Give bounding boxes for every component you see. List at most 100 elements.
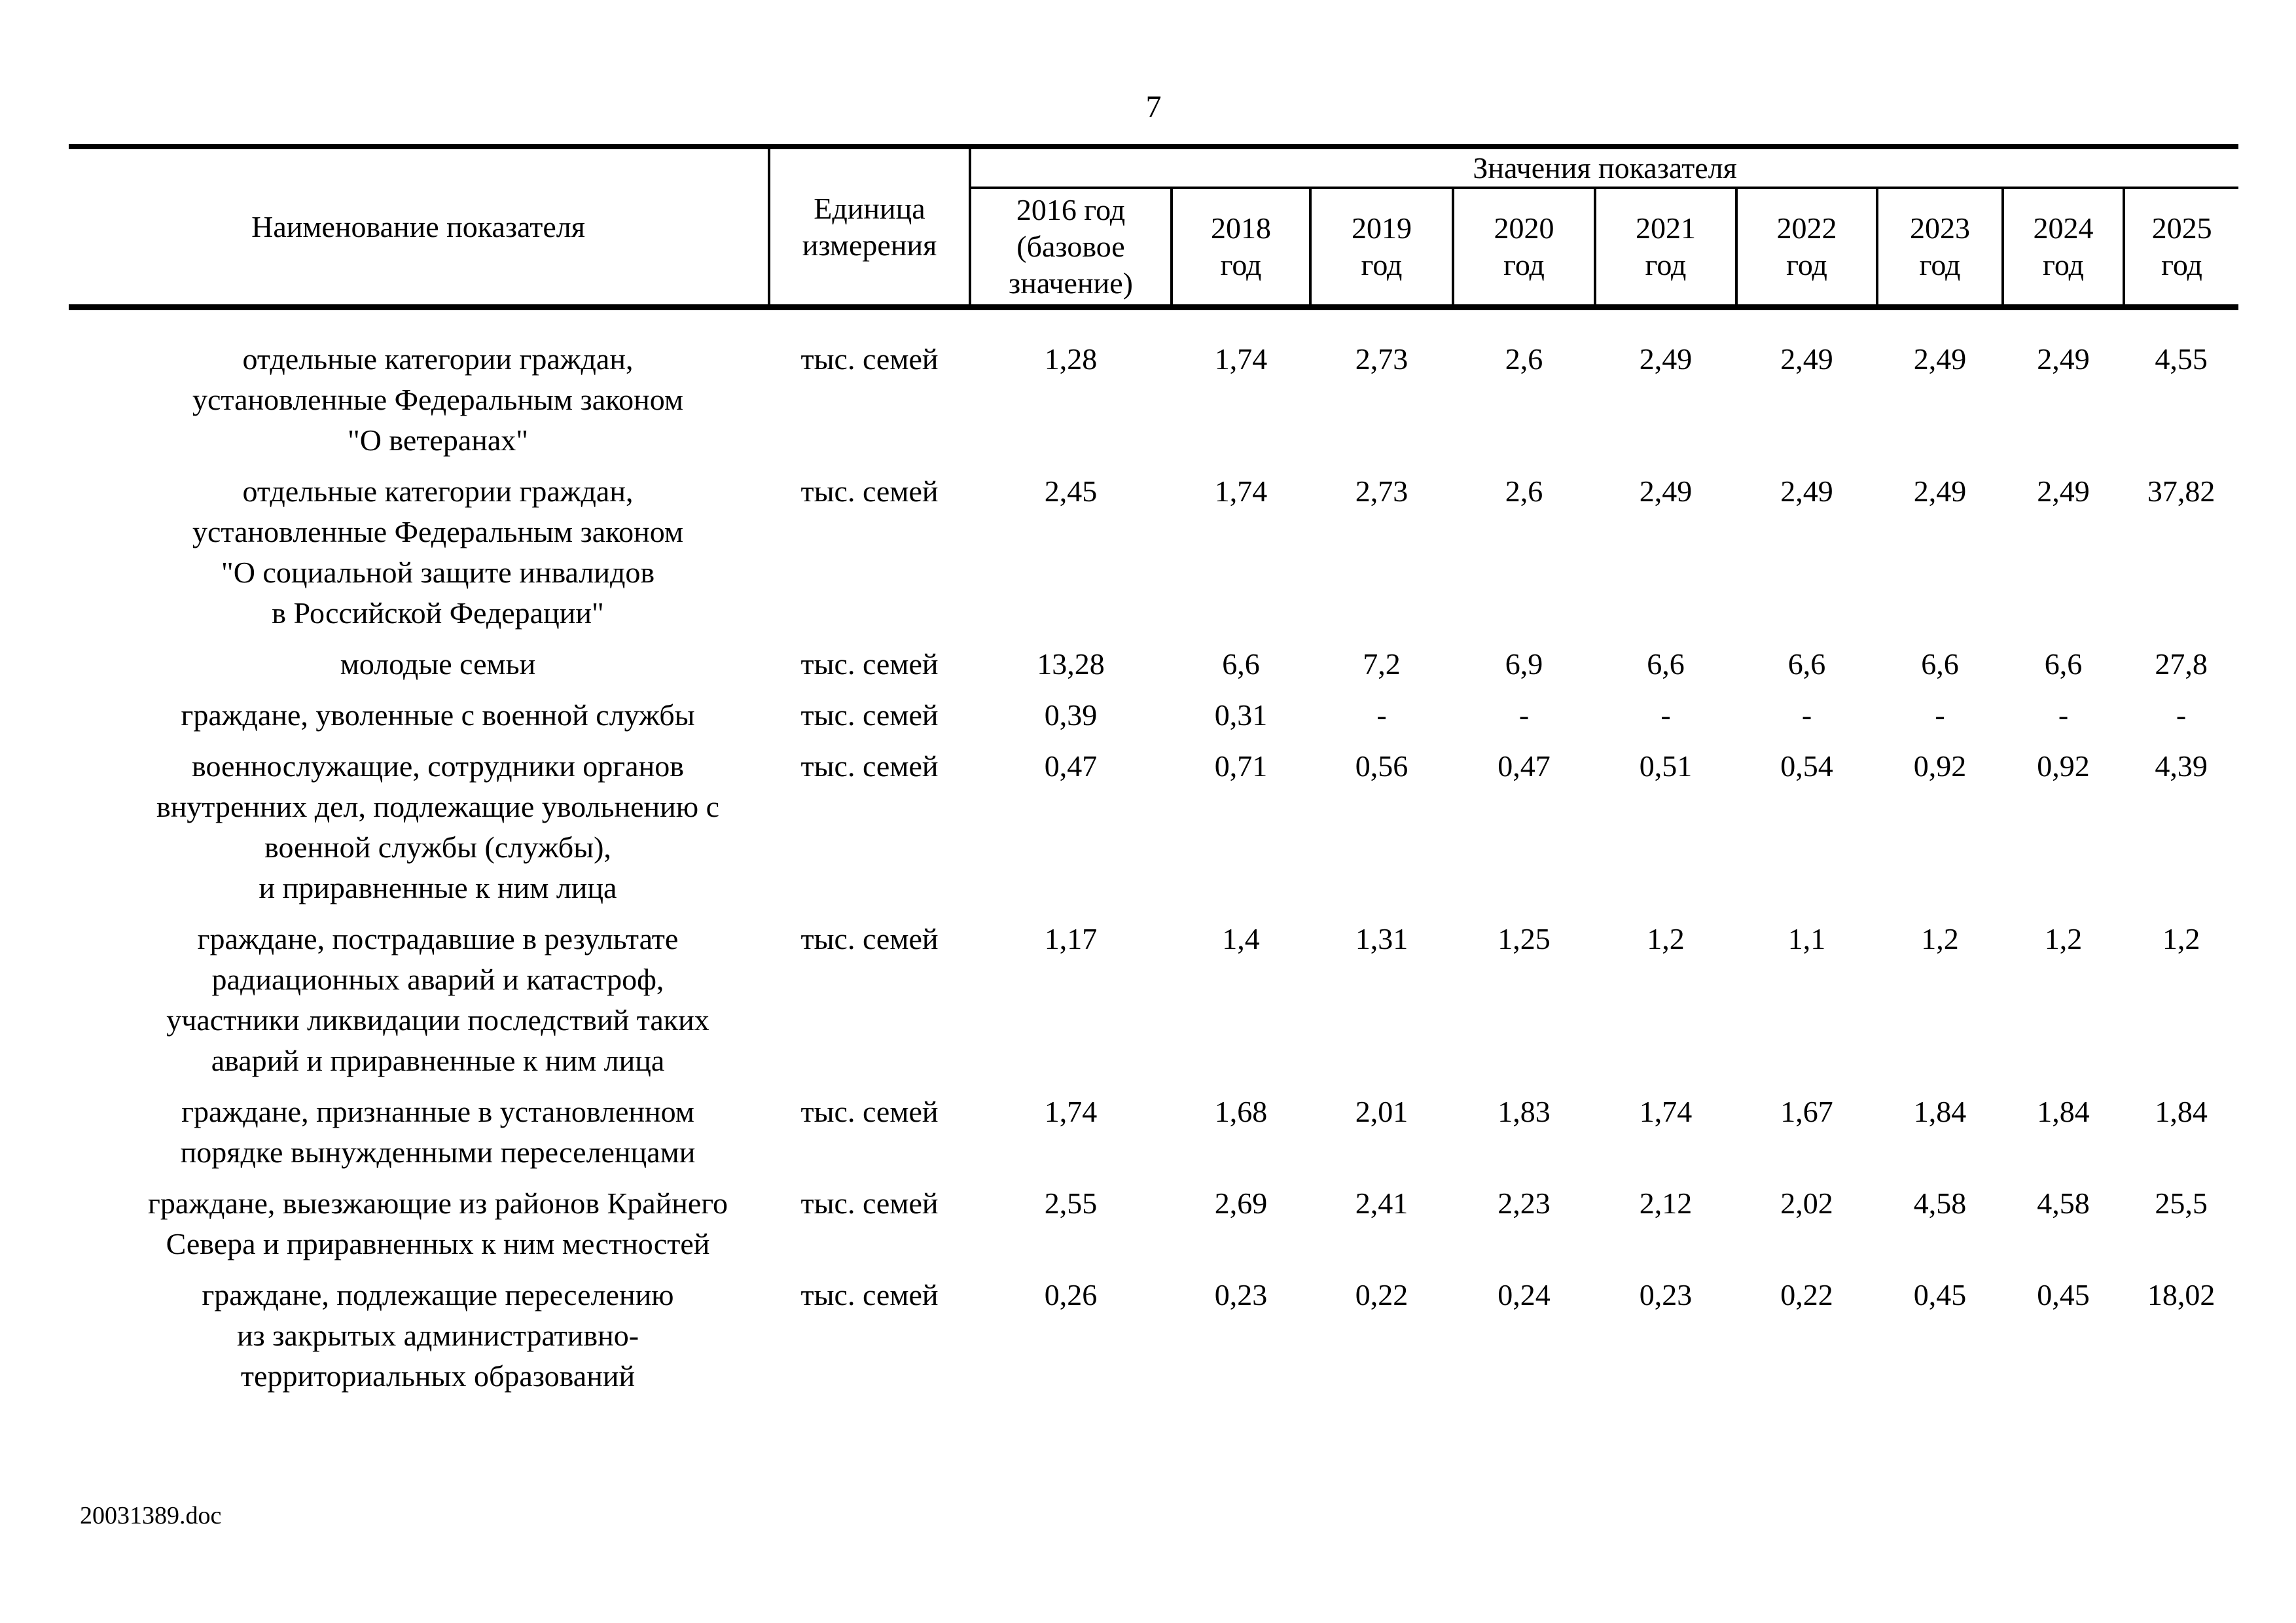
- table-row: отдельные категории граждан, установленн…: [69, 308, 2238, 467]
- table-row: граждане, пострадавшие в результате ради…: [69, 914, 2238, 1086]
- value-cell: 4,58: [1913, 1186, 1967, 1220]
- value-cell: -: [2176, 698, 2187, 732]
- value-cell: 6,6: [1647, 647, 1685, 681]
- year-header-cell: 2023 год: [1877, 188, 2004, 310]
- value-cell: -: [1518, 698, 1530, 732]
- value-cell: 6,6: [1921, 647, 1959, 681]
- year-header-cell: 2024 год: [2003, 188, 2125, 310]
- year-header-cell: 2016 год (базовое значение): [970, 188, 1173, 310]
- indicator-name-cell: граждане, признанные в установленном пор…: [180, 1095, 696, 1169]
- column-group-header-values: Значения показателя: [970, 147, 2239, 189]
- value-cell: 1,2: [2162, 922, 2200, 955]
- value-cell: 2,49: [1780, 474, 1833, 508]
- value-cell: 6,6: [1787, 647, 1826, 681]
- value-cell: 1,68: [1214, 1095, 1268, 1128]
- value-cell: 1,84: [1913, 1095, 1967, 1128]
- table-row: граждане, признанные в установленном пор…: [69, 1086, 2238, 1178]
- value-cell: 0,23: [1639, 1278, 1693, 1311]
- value-cell: 1,67: [1780, 1095, 1833, 1128]
- value-cell: 1,74: [1214, 474, 1268, 508]
- value-cell: 2,49: [1913, 474, 1967, 508]
- indicator-name-cell: граждане, уволенные с военной службы: [181, 698, 695, 732]
- column-header-unit: Единица измерения: [769, 147, 971, 310]
- value-cell: 2,69: [1214, 1186, 1268, 1220]
- value-cell: 2,49: [1639, 342, 1693, 376]
- value-cell: 0,26: [1044, 1278, 1098, 1311]
- value-cell: 1,28: [1044, 342, 1098, 376]
- value-cell: 1,84: [2155, 1095, 2208, 1128]
- table-row: молодые семьи тыс. семей 13,28 6,6 7,2 6,9 6,6…: [69, 639, 2238, 690]
- value-cell: 0,47: [1044, 749, 1098, 783]
- value-cell: 2,6: [1505, 342, 1543, 376]
- value-cell: 18,02: [2147, 1278, 2215, 1311]
- value-cell: 0,54: [1780, 749, 1833, 783]
- value-cell: 0,47: [1498, 749, 1551, 783]
- page-number: 7: [1145, 90, 1162, 124]
- unit-cell: тыс. семей: [800, 922, 939, 955]
- value-cell: 1,84: [2037, 1095, 2090, 1128]
- value-cell: 2,73: [1355, 342, 1408, 376]
- value-cell: -: [2058, 698, 2069, 732]
- value-cell: 2,49: [1913, 342, 1967, 376]
- value-cell: 2,45: [1044, 474, 1098, 508]
- value-cell: 4,58: [2037, 1186, 2090, 1220]
- value-cell: 4,39: [2155, 749, 2208, 783]
- table-row: граждане, уволенные с военной службы тыс.…: [69, 690, 2238, 741]
- value-cell: 7,2: [1363, 647, 1401, 681]
- value-cell: 1,31: [1355, 922, 1408, 955]
- document-filename-footer: 20031389.doc: [80, 1502, 222, 1529]
- value-cell: 0,22: [1355, 1278, 1408, 1311]
- value-cell: 0,56: [1355, 749, 1408, 783]
- year-header-cell: 2021 год: [1595, 188, 1738, 310]
- table-row: отдельные категории граждан, установленн…: [69, 466, 2238, 639]
- table-row: граждане, подлежащие переселению из закр…: [69, 1270, 2238, 1402]
- value-cell: 1,25: [1498, 922, 1551, 955]
- indicator-name-cell: молодые семьи: [340, 647, 536, 681]
- value-cell: 1,4: [1222, 922, 1260, 955]
- unit-cell: тыс. семей: [800, 749, 939, 783]
- value-cell: 25,5: [2155, 1186, 2208, 1220]
- table-row: военнослужащие, сотрудники органов внутр…: [69, 741, 2238, 914]
- value-cell: -: [1660, 698, 1671, 732]
- value-cell: 2,12: [1639, 1186, 1693, 1220]
- value-cell: 0,71: [1214, 749, 1268, 783]
- unit-cell: тыс. семей: [800, 647, 939, 681]
- value-cell: -: [1935, 698, 1945, 732]
- value-cell: 1,74: [1214, 342, 1268, 376]
- value-cell: 13,28: [1037, 647, 1105, 681]
- year-header-cell: 2025 год: [2124, 188, 2239, 310]
- value-cell: 4,55: [2155, 342, 2208, 376]
- value-cell: 0,92: [1913, 749, 1967, 783]
- value-cell: 0,45: [1913, 1278, 1967, 1311]
- column-header-indicator-name: Наименование показателя: [69, 147, 770, 310]
- indicators-table: Наименование показателя Единица измерени…: [69, 144, 2239, 1402]
- value-cell: 6,9: [1505, 647, 1543, 681]
- value-cell: 2,23: [1498, 1186, 1551, 1220]
- unit-cell: тыс. семей: [800, 342, 939, 376]
- table-header: Наименование показателя Единица измерени…: [69, 147, 2239, 310]
- value-cell: -: [1801, 698, 1812, 732]
- indicator-name-cell: отдельные категории граждан, установленн…: [192, 342, 683, 457]
- value-cell: 0,24: [1498, 1278, 1551, 1311]
- unit-cell: тыс. семей: [800, 698, 939, 732]
- table-row: граждане, выезжающие из районов Крайнего…: [69, 1178, 2238, 1270]
- value-cell: 0,45: [2037, 1278, 2090, 1311]
- unit-cell: тыс. семей: [800, 474, 939, 508]
- value-cell: 2,55: [1044, 1186, 1098, 1220]
- value-cell: 0,51: [1639, 749, 1693, 783]
- year-header-row: 2016 год (базовое значение) 2018 год 2019 …: [69, 188, 2239, 310]
- value-cell: 1,74: [1044, 1095, 1098, 1128]
- value-cell: 1,1: [1787, 922, 1826, 955]
- year-header-cell: 2020 год: [1453, 188, 1596, 310]
- value-cell: 2,01: [1355, 1095, 1408, 1128]
- indicator-name-cell: граждане, подлежащие переселению из закр…: [202, 1278, 674, 1393]
- value-cell: 2,49: [2037, 474, 2090, 508]
- value-cell: 2,73: [1355, 474, 1408, 508]
- value-cell: 1,17: [1044, 922, 1098, 955]
- value-cell: 1,2: [1647, 922, 1685, 955]
- unit-cell: тыс. семей: [800, 1186, 939, 1220]
- value-cell: 2,49: [1780, 342, 1833, 376]
- value-cell: 6,6: [2044, 647, 2083, 681]
- value-cell: 27,8: [2155, 647, 2208, 681]
- value-cell: 6,6: [1222, 647, 1260, 681]
